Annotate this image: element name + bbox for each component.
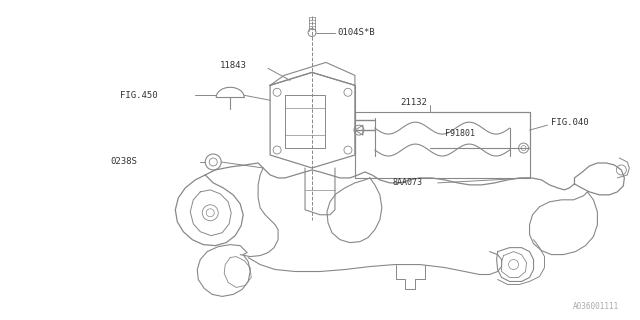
Text: A036001111: A036001111 — [573, 302, 620, 311]
Text: 0104S*B: 0104S*B — [337, 28, 374, 37]
Text: F91801: F91801 — [445, 129, 475, 138]
Text: 11843: 11843 — [220, 61, 247, 70]
Text: FIG.450: FIG.450 — [120, 91, 158, 100]
Text: FIG.040: FIG.040 — [552, 118, 589, 127]
Text: 8AA073: 8AA073 — [393, 179, 423, 188]
Text: 0238S: 0238S — [111, 157, 138, 166]
Text: 21132: 21132 — [400, 98, 427, 107]
